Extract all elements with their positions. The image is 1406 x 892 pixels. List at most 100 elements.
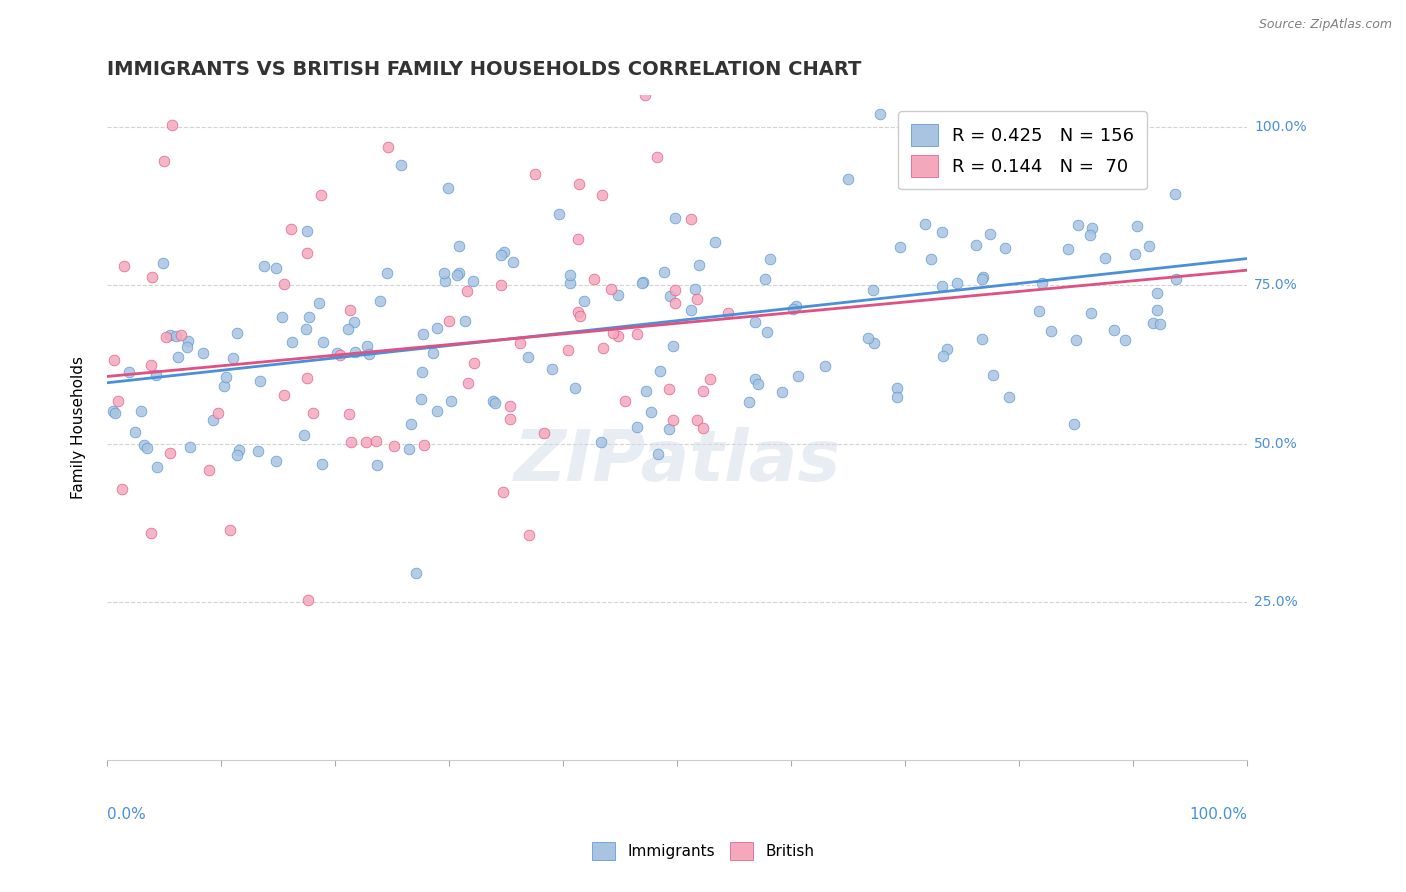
British xyxy=(591,188,613,202)
Immigrants xyxy=(433,266,456,280)
Immigrants xyxy=(253,260,276,274)
Immigrants xyxy=(558,268,581,283)
British xyxy=(568,178,591,192)
Immigrants xyxy=(931,278,953,293)
British xyxy=(297,246,319,260)
Immigrants xyxy=(650,364,672,378)
Text: 100.0%: 100.0% xyxy=(1189,807,1247,822)
Immigrants xyxy=(564,381,586,395)
Immigrants xyxy=(311,457,333,471)
Immigrants xyxy=(343,315,366,329)
Immigrants xyxy=(813,359,835,373)
Immigrants xyxy=(159,327,181,342)
Immigrants xyxy=(972,270,994,285)
British xyxy=(354,435,377,450)
Immigrants xyxy=(409,392,432,406)
Immigrants xyxy=(249,375,271,389)
Immigrants xyxy=(782,302,804,317)
Immigrants xyxy=(264,454,287,468)
Immigrants xyxy=(1116,126,1139,140)
British xyxy=(309,188,332,202)
Immigrants xyxy=(683,282,706,296)
British xyxy=(457,376,479,390)
Immigrants xyxy=(1080,306,1102,320)
British xyxy=(658,382,681,396)
British xyxy=(567,232,589,246)
Immigrants xyxy=(756,326,779,340)
British xyxy=(295,371,318,385)
Immigrants xyxy=(389,158,412,172)
Immigrants xyxy=(1028,303,1050,318)
Immigrants xyxy=(970,332,993,346)
Immigrants xyxy=(688,258,710,272)
Immigrants xyxy=(356,339,378,353)
Immigrants xyxy=(225,448,247,462)
British xyxy=(599,282,621,296)
Immigrants xyxy=(152,256,174,270)
Immigrants xyxy=(837,171,859,186)
Immigrants xyxy=(633,275,655,289)
Immigrants xyxy=(165,328,187,343)
Immigrants xyxy=(1164,272,1187,286)
Immigrants xyxy=(889,240,911,254)
British xyxy=(692,420,714,434)
Immigrants xyxy=(517,350,540,364)
Immigrants xyxy=(1102,323,1125,337)
Immigrants xyxy=(631,276,654,290)
Immigrants xyxy=(176,340,198,354)
Legend: Immigrants, British: Immigrants, British xyxy=(586,836,820,866)
Immigrants xyxy=(747,377,769,392)
Immigrants xyxy=(785,300,807,314)
British xyxy=(509,336,531,351)
British xyxy=(614,393,637,408)
British xyxy=(686,292,709,306)
British xyxy=(634,88,657,103)
Immigrants xyxy=(786,369,808,384)
British xyxy=(412,438,434,452)
Immigrants xyxy=(664,211,686,225)
Immigrants xyxy=(640,405,662,419)
Immigrants xyxy=(146,460,169,475)
British xyxy=(626,327,648,342)
British xyxy=(384,439,406,453)
Immigrants xyxy=(662,339,685,353)
British xyxy=(517,527,540,541)
British xyxy=(107,393,129,408)
Immigrants xyxy=(1078,228,1101,243)
Y-axis label: Family Households: Family Households xyxy=(72,357,86,500)
Immigrants xyxy=(502,255,524,269)
Immigrants xyxy=(626,420,648,434)
Immigrants xyxy=(979,227,1001,241)
British xyxy=(153,153,176,168)
Immigrants xyxy=(1057,243,1080,257)
British xyxy=(664,295,686,310)
British xyxy=(112,259,135,273)
British xyxy=(207,406,229,420)
British xyxy=(337,407,360,421)
Immigrants xyxy=(422,345,444,359)
Immigrants xyxy=(440,394,463,409)
Immigrants xyxy=(647,447,669,461)
Immigrants xyxy=(935,342,957,356)
Immigrants xyxy=(932,349,955,363)
Immigrants xyxy=(489,247,512,261)
Immigrants xyxy=(292,427,315,442)
Immigrants xyxy=(703,235,725,249)
British xyxy=(569,309,592,323)
British xyxy=(141,269,163,284)
Immigrants xyxy=(946,277,969,291)
British xyxy=(170,327,193,342)
Immigrants xyxy=(920,252,942,267)
British xyxy=(685,413,707,427)
Immigrants xyxy=(1146,285,1168,300)
British xyxy=(273,388,295,402)
Immigrants xyxy=(658,422,681,436)
Immigrants xyxy=(124,425,146,439)
Immigrants xyxy=(1146,303,1168,318)
British xyxy=(155,330,177,344)
Immigrants xyxy=(1142,316,1164,330)
British xyxy=(377,140,399,154)
British xyxy=(139,525,162,540)
Immigrants xyxy=(589,435,612,450)
British xyxy=(141,358,163,372)
